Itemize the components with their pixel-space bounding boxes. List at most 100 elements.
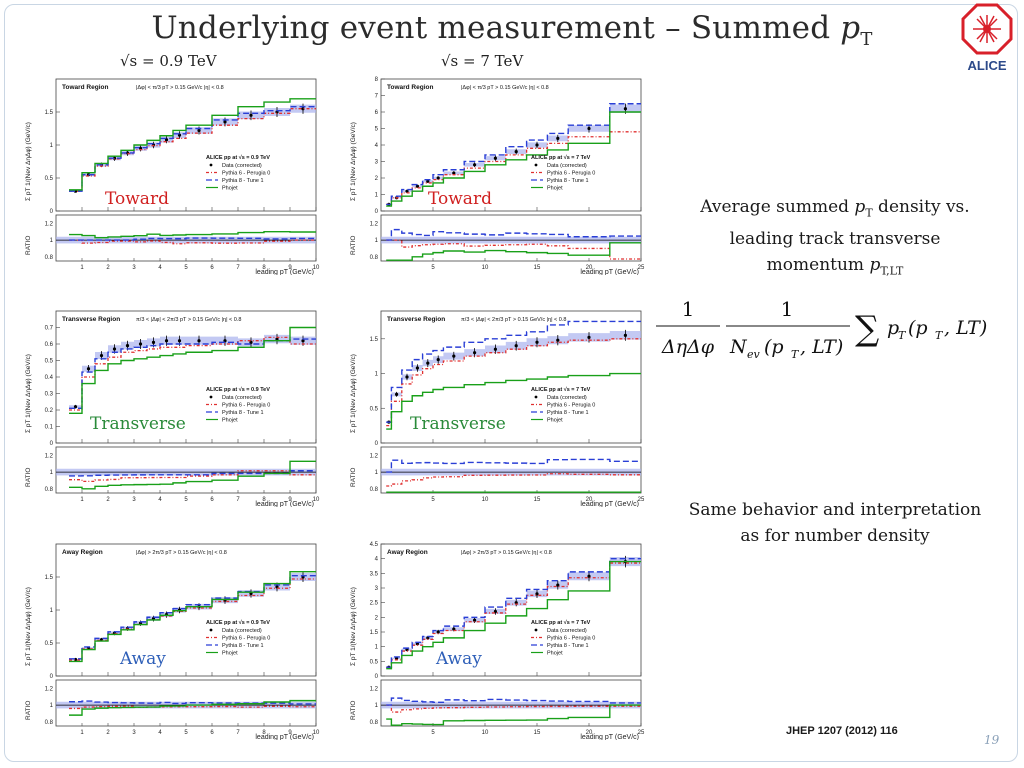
y-tick-label: 0.4 xyxy=(45,375,54,381)
y-axis-label: Σ pT 1/(Nev ΔηΔφ) (GeV/c) xyxy=(25,587,32,666)
data-uncertainty-band xyxy=(386,331,641,423)
y-tick-label: 4 xyxy=(375,557,379,563)
formula-den1: ΔηΔφ xyxy=(661,336,715,358)
x-tick-label: 6 xyxy=(210,265,214,271)
ratio-tick-label: 1.2 xyxy=(45,453,54,459)
formula-sum: ∑ xyxy=(855,309,879,349)
legend-label: Pythia 6 - Perugia 0 xyxy=(547,636,595,642)
y-tick-label: 0.6 xyxy=(45,342,54,348)
x-tick-label: 5 xyxy=(431,265,435,271)
ratio-tick-label: 1.2 xyxy=(370,453,379,459)
x-tick-label: 9 xyxy=(288,497,292,503)
x-axis-label: leading pT (GeV/c) xyxy=(255,269,314,275)
region-cuts: |Δφ| < π/3 pT > 0.15 GeV/c |η| < 0.8 xyxy=(136,85,224,91)
y-tick-label: 3.5 xyxy=(370,571,379,577)
x-tick-label: 25 xyxy=(638,730,645,736)
x-tick-label: 5 xyxy=(184,265,188,271)
x-tick-label: 10 xyxy=(482,730,489,736)
ratio-tick-label: 1 xyxy=(375,703,379,709)
main-plot-frame xyxy=(55,310,317,444)
region-title: Toward Region xyxy=(387,84,433,91)
region-title: Away Region xyxy=(62,549,103,556)
y-tick-label: 2 xyxy=(375,176,379,182)
region-cuts: |Δφ| > 2π/3 pT > 0.15 GeV/c |η| < 0.8 xyxy=(461,550,552,556)
x-tick-label: 4 xyxy=(158,730,162,736)
data-point xyxy=(249,113,253,117)
y-tick-label: 0 xyxy=(375,209,379,215)
series-line xyxy=(386,111,641,207)
series-line xyxy=(69,326,316,415)
legend-marker xyxy=(209,395,213,399)
series-line xyxy=(69,338,316,410)
x-axis-label: leading pT (GeV/c) xyxy=(580,269,639,275)
alice-logo-text: ALICE xyxy=(968,58,1007,73)
x-tick-label: 20 xyxy=(586,730,593,736)
y-tick-label: 0 xyxy=(50,441,54,447)
region-title: Away Region xyxy=(387,549,428,556)
x-tick-label: 5 xyxy=(184,497,188,503)
legend-label: Data (corrected) xyxy=(547,628,587,634)
panel-away-09: 0 0.5 1 1.5 1 2 3 4 5 6 7 8 9 10 0.8 1 1.2 Σ pT 1/(Nev Δη… xyxy=(20,540,320,740)
main-plot-frame xyxy=(55,78,317,212)
data-point xyxy=(452,171,456,175)
legend-label: Pythia 6 - Perugia 0 xyxy=(222,171,270,177)
ratio-line xyxy=(69,470,316,477)
x-tick-label: 1 xyxy=(80,265,84,271)
ratio-axis-label: RATIO xyxy=(25,701,32,720)
x-axis-label: leading pT (GeV/c) xyxy=(255,734,314,740)
data-point xyxy=(426,179,430,183)
ratio-tick-label: 0.8 xyxy=(370,255,379,261)
formula-rhs-t: T xyxy=(898,329,907,342)
data-point xyxy=(426,361,430,365)
data-point xyxy=(86,367,91,371)
data-point xyxy=(535,340,539,344)
column-header-right: √s = 7 TeV xyxy=(441,52,524,70)
data-point xyxy=(514,150,518,154)
y-tick-label: 0 xyxy=(50,674,54,680)
ratio-tick-label: 1 xyxy=(375,470,379,476)
data-point xyxy=(436,358,440,362)
main-plot-frame xyxy=(380,78,642,212)
y-tick-label: 2 xyxy=(375,615,379,621)
y-tick-label: 1.5 xyxy=(370,630,379,636)
formula-den2-lt: , LT) xyxy=(800,336,843,358)
ratio-line xyxy=(69,237,316,241)
legend-label: Phojet xyxy=(547,418,563,424)
formula-rhs-p: p xyxy=(887,317,899,339)
data-point xyxy=(473,351,477,355)
legend-marker xyxy=(534,163,538,167)
ratio-tick-label: 1.2 xyxy=(370,686,379,692)
y-tick-label: 0.5 xyxy=(45,359,54,365)
y-tick-label: 3 xyxy=(375,586,379,592)
description-interpretation: Same behavior and interpretation as for … xyxy=(652,497,1018,549)
data-point xyxy=(473,163,477,167)
x-tick-label: 15 xyxy=(534,497,541,503)
y-tick-label: 0.5 xyxy=(45,641,54,647)
ratio-tick-label: 1 xyxy=(50,238,54,244)
y-tick-label: 1.5 xyxy=(45,110,54,116)
y-tick-label: 1 xyxy=(50,608,54,614)
data-uncertainty-band xyxy=(69,573,316,661)
data-point xyxy=(535,592,539,596)
data-point xyxy=(301,107,305,111)
x-tick-label: 10 xyxy=(313,265,320,271)
legend-marker xyxy=(209,163,213,167)
legend-label: Pythia 8 - Tune 1 xyxy=(547,643,589,649)
ratio-tick-label: 0.8 xyxy=(370,720,379,726)
data-point xyxy=(138,342,143,346)
y-axis-label: Σ pT 1/(Nev ΔηΔφ) (GeV/c) xyxy=(25,354,32,433)
data-point xyxy=(151,340,156,344)
data-point xyxy=(493,609,497,614)
series-line xyxy=(386,372,641,430)
legend-label: Pythia 8 - Tune 1 xyxy=(547,178,589,184)
ratio-line xyxy=(69,699,316,716)
slide-frame xyxy=(4,4,1018,762)
data-point xyxy=(197,339,201,343)
series-line xyxy=(69,106,316,192)
y-tick-label: 1 xyxy=(375,645,379,651)
y-tick-label: 1 xyxy=(375,193,379,199)
x-tick-label: 5 xyxy=(431,730,435,736)
data-point xyxy=(623,333,627,337)
formula-den2-ev: ev xyxy=(747,348,761,361)
ratio-axis-label: RATIO xyxy=(350,701,357,720)
